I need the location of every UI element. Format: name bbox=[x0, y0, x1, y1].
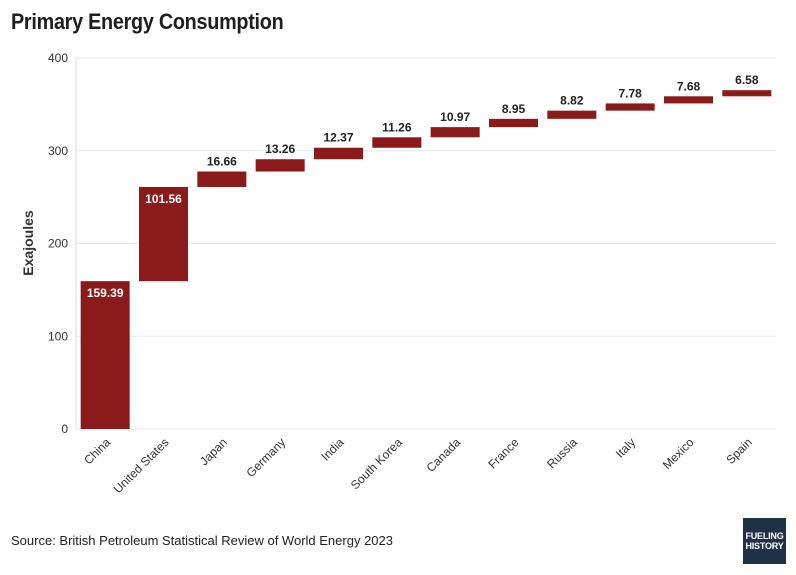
data-label: 7.78 bbox=[618, 86, 642, 100]
logo-line-1: FUELING bbox=[745, 531, 784, 541]
x-tick-label: Canada bbox=[424, 435, 464, 475]
bar-spain bbox=[722, 90, 772, 97]
data-label: 10.97 bbox=[440, 110, 470, 124]
x-tick-label: South Korea bbox=[348, 435, 405, 492]
x-tick-label: China bbox=[81, 435, 113, 467]
y-tick-label: 400 bbox=[48, 51, 68, 65]
bar-mexico bbox=[664, 96, 713, 104]
x-tick-label: Spain bbox=[723, 435, 755, 467]
data-label: 6.58 bbox=[735, 73, 759, 87]
y-axis: 0 100 200 300 400 bbox=[48, 51, 77, 436]
x-tick-label: France bbox=[485, 435, 522, 472]
bar-china bbox=[80, 281, 130, 429]
y-tick-label: 0 bbox=[61, 422, 68, 436]
gridlines bbox=[76, 57, 776, 430]
bar-india bbox=[314, 147, 363, 160]
data-label: 13.26 bbox=[265, 142, 295, 156]
bar-france bbox=[489, 118, 538, 128]
data-label: 12.37 bbox=[323, 131, 353, 145]
chart-title: Primary Energy Consumption bbox=[11, 9, 284, 34]
x-tick-label: Russia bbox=[544, 435, 580, 471]
y-axis-label: Exajoules bbox=[20, 210, 36, 276]
x-tick-label: India bbox=[318, 435, 347, 464]
data-label: 159.39 bbox=[87, 286, 124, 300]
x-tick-label: Germany bbox=[243, 435, 288, 480]
logo-line-2: HISTORY bbox=[745, 541, 784, 551]
x-tick-label: Italy bbox=[613, 435, 638, 460]
bars: 159.39 101.56 16.66 13.26 12.37 11.26 10.97 8.9… bbox=[80, 73, 772, 429]
data-label: 8.95 bbox=[502, 102, 526, 116]
data-label: 8.82 bbox=[560, 94, 584, 108]
bar-united-states bbox=[139, 186, 188, 282]
fueling-history-logo[interactable]: FUELING HISTORY bbox=[743, 518, 786, 564]
bar-russia bbox=[547, 110, 597, 119]
y-tick-label: 100 bbox=[48, 329, 68, 343]
bar-italy bbox=[605, 103, 655, 111]
y-tick-label: 200 bbox=[48, 237, 68, 251]
data-label: 11.26 bbox=[382, 120, 412, 134]
y-tick-label: 300 bbox=[48, 144, 68, 158]
bar-south-korea bbox=[372, 137, 422, 148]
source-note: Source: British Petroleum Statistical Re… bbox=[11, 533, 393, 548]
data-label: 7.68 bbox=[677, 79, 701, 93]
bar-japan bbox=[197, 171, 247, 187]
x-tick-label: Mexico bbox=[660, 435, 697, 472]
x-tick-label: Japan bbox=[197, 435, 230, 468]
data-label: 16.66 bbox=[207, 155, 237, 169]
bar-canada bbox=[430, 127, 480, 138]
x-tick-label: United States bbox=[111, 435, 172, 496]
bar-germany bbox=[255, 159, 305, 172]
data-label: 101.56 bbox=[145, 192, 182, 206]
